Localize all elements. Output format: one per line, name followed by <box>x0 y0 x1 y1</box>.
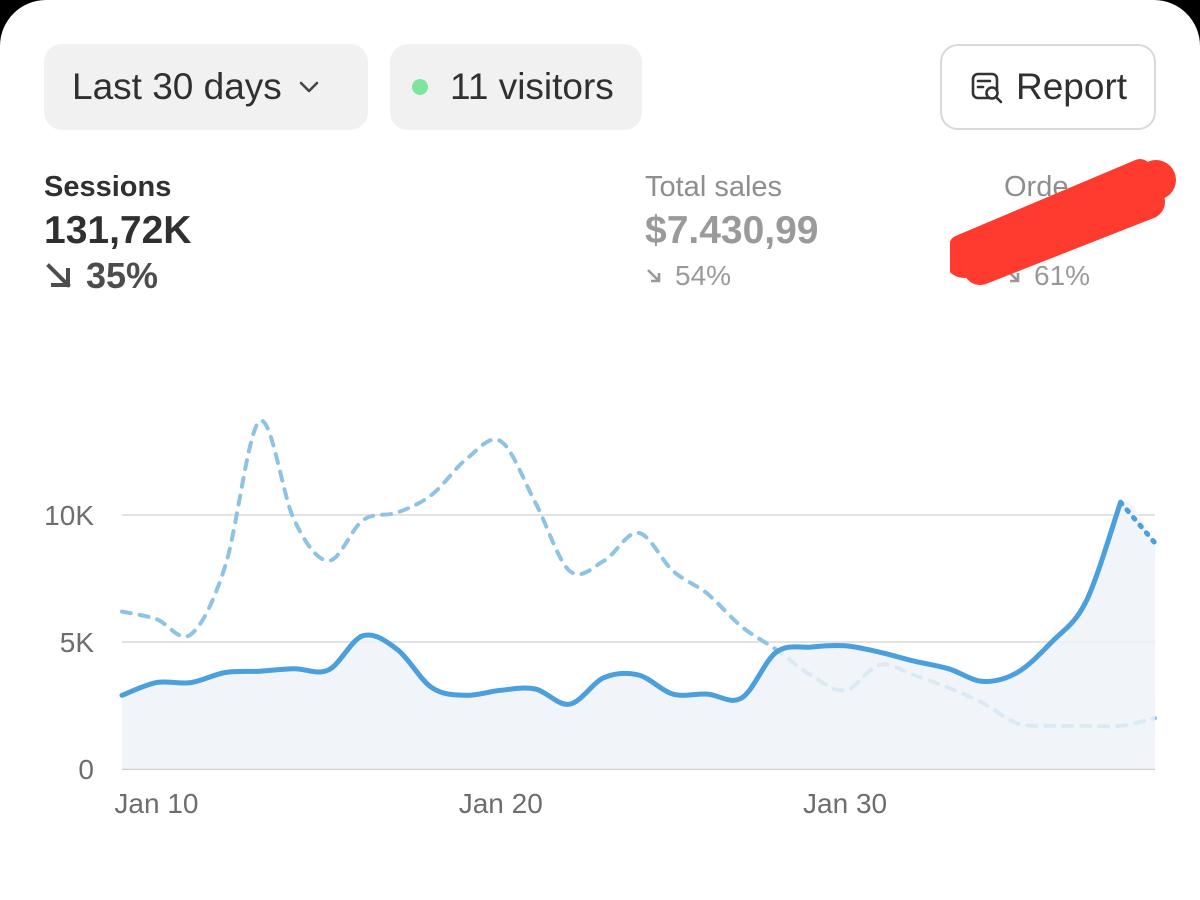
metric-label: Orde <box>1004 171 1069 203</box>
chevron-down-icon <box>298 80 320 94</box>
metric-orders[interactable]: Orde 61% <box>1004 170 1154 298</box>
metric-value: $7.430,99 <box>645 209 819 252</box>
arrow-down-right-icon <box>1004 267 1022 285</box>
y-tick-label: 0 <box>78 754 94 785</box>
sessions-line-chart: 0 5K 10K Jan 10 Jan 20 Jan 30 <box>44 418 1158 819</box>
metric-label: Total sales <box>645 171 783 203</box>
x-tick-label: Jan 20 <box>459 788 543 819</box>
arrow-down-right-icon <box>645 267 663 285</box>
date-range-label: Last 30 days <box>72 66 282 107</box>
series-area-current <box>122 500 1155 769</box>
metric-change-value: 35% <box>86 255 159 296</box>
metric-label: Sessions <box>44 171 172 203</box>
metric-change: 35% <box>44 254 191 298</box>
metric-change-value: 61% <box>1034 260 1091 291</box>
report-button[interactable]: Report <box>940 44 1156 130</box>
metric-value <box>1004 208 1154 254</box>
report-search-icon <box>970 70 1004 104</box>
metric-change-value: 54% <box>675 260 732 291</box>
metric-change: 61% <box>1004 254 1154 298</box>
metric-value: 131,72K <box>44 209 192 252</box>
y-tick-label: 5K <box>60 627 95 658</box>
visitors-count: 11 visitors <box>450 66 614 107</box>
date-range-dropdown[interactable]: Last 30 days <box>44 44 368 130</box>
x-tick-label: Jan 30 <box>803 788 887 819</box>
live-dot-icon <box>412 79 428 95</box>
report-label: Report <box>1016 66 1128 107</box>
series-line-current-partial <box>1118 499 1158 546</box>
y-tick-label: 10K <box>44 500 94 531</box>
series-line-current <box>119 499 1124 707</box>
metric-sessions[interactable]: Sessions 131,72K 35% <box>44 170 191 298</box>
arrow-down-right-icon <box>44 261 74 291</box>
metric-total-sales[interactable]: Total sales $7.430,99 54% <box>645 170 819 298</box>
metric-change: 54% <box>645 254 819 298</box>
live-visitors-button[interactable]: 11 visitors <box>390 44 642 130</box>
x-tick-label: Jan 10 <box>114 788 198 819</box>
